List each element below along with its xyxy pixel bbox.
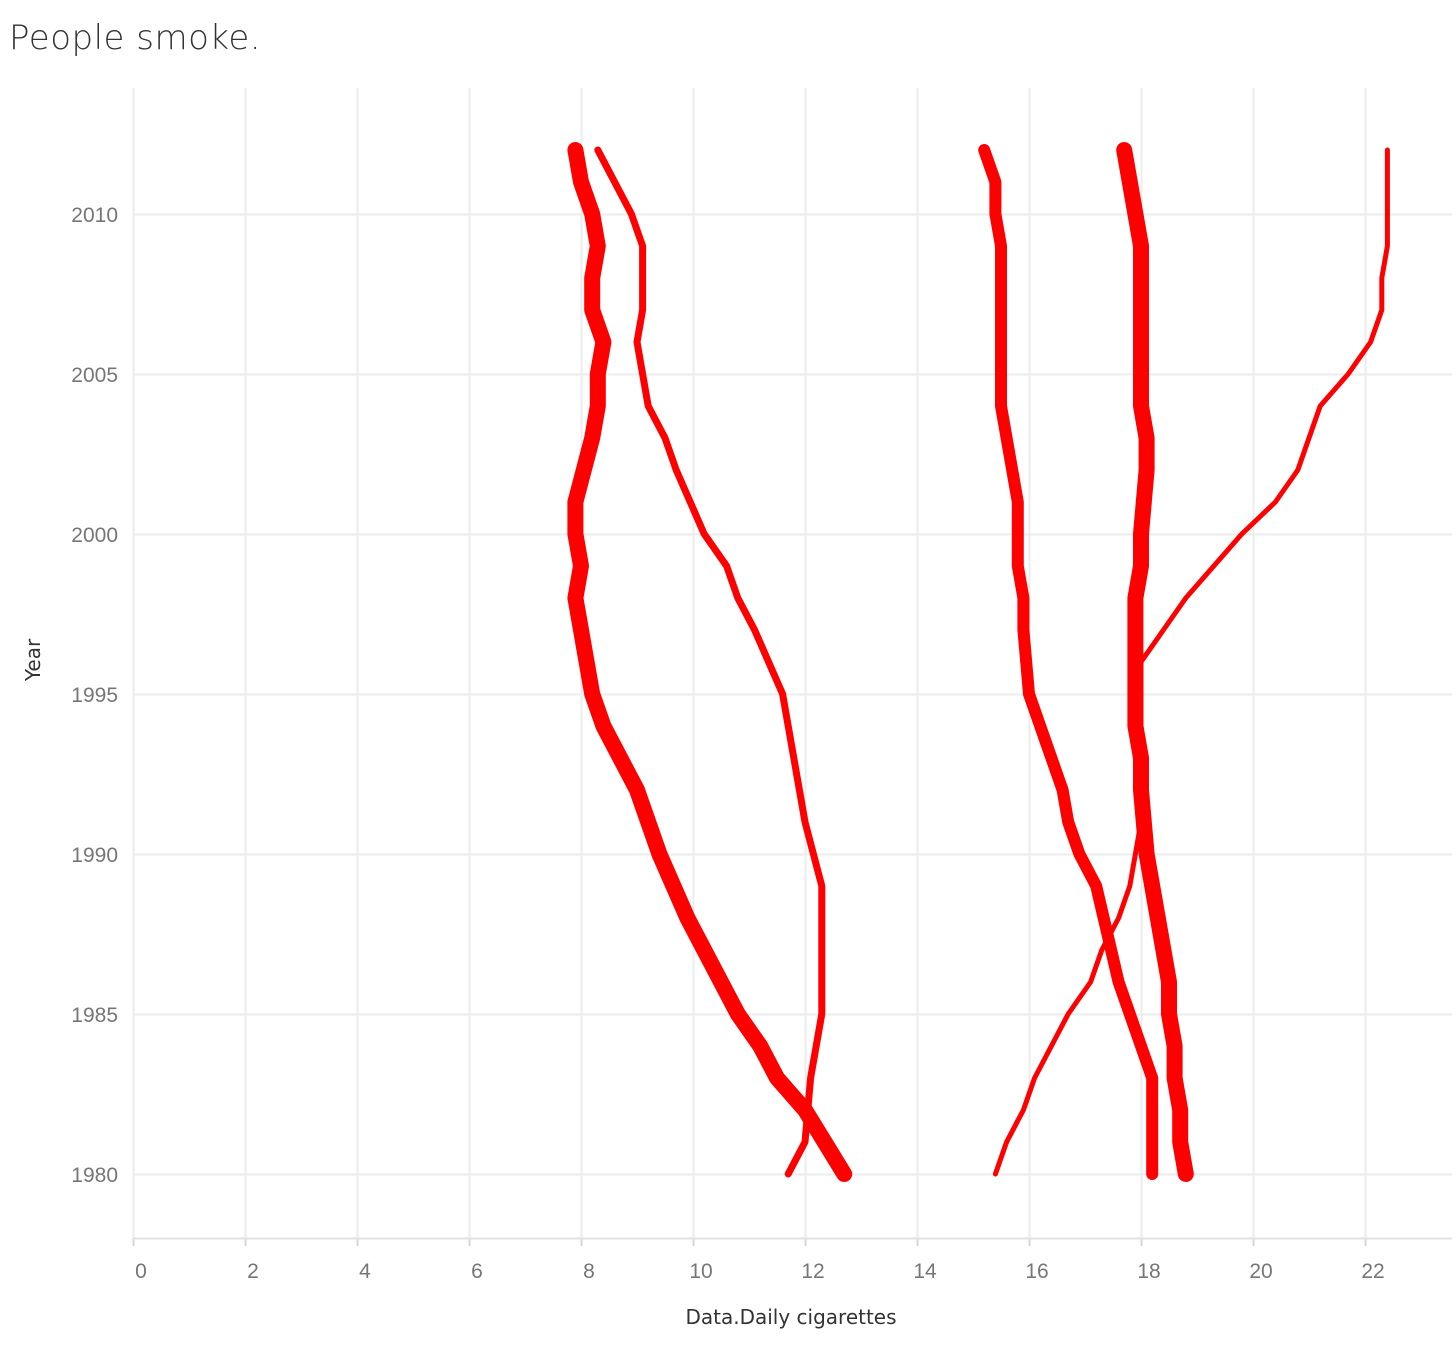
x-tick-label: 14: [913, 1260, 937, 1283]
x-tick-label: 18: [1137, 1260, 1160, 1283]
series-lines: [567, 142, 1390, 1182]
y-tick-label: 2000: [71, 524, 118, 547]
series-line-3[interactable]: [978, 144, 1159, 1180]
x-tick-label: 22: [1361, 1260, 1384, 1283]
axes: 0 2 4 6 8 10 12 14 16 18 20 22 1980 1985 1990 1995 2000 2…: [71, 88, 1452, 1283]
y-tick-label: 2010: [71, 204, 118, 227]
x-tick-label: 12: [801, 1260, 824, 1283]
y-tick-label: 2005: [71, 364, 118, 387]
x-tick-label: 20: [1249, 1260, 1272, 1283]
y-axis-title: Year: [21, 638, 45, 682]
y-tick-label: 1980: [71, 1164, 118, 1187]
chart-title: People smoke.: [9, 18, 262, 58]
x-tick-label: 4: [359, 1260, 371, 1283]
series-line-5[interactable]: [992, 147, 1390, 1177]
series-line-2[interactable]: [594, 146, 826, 1178]
x-tick-label: 10: [689, 1260, 712, 1283]
y-tick-label: 1990: [71, 844, 118, 867]
series-line-1[interactable]: [567, 142, 853, 1182]
y-tick-label: 1985: [71, 1004, 118, 1027]
x-axis-title: Data.Daily cigarettes: [685, 1305, 896, 1329]
x-tick-label: 0: [135, 1260, 147, 1283]
x-tick-label: 8: [583, 1260, 595, 1283]
gridlines: [132, 88, 1452, 1238]
series-line-4[interactable]: [1116, 142, 1194, 1182]
y-tick-label: 1995: [71, 684, 118, 707]
x-tick-label: 2: [247, 1260, 259, 1283]
x-tick-label: 6: [471, 1260, 483, 1283]
x-tick-label: 16: [1025, 1260, 1048, 1283]
